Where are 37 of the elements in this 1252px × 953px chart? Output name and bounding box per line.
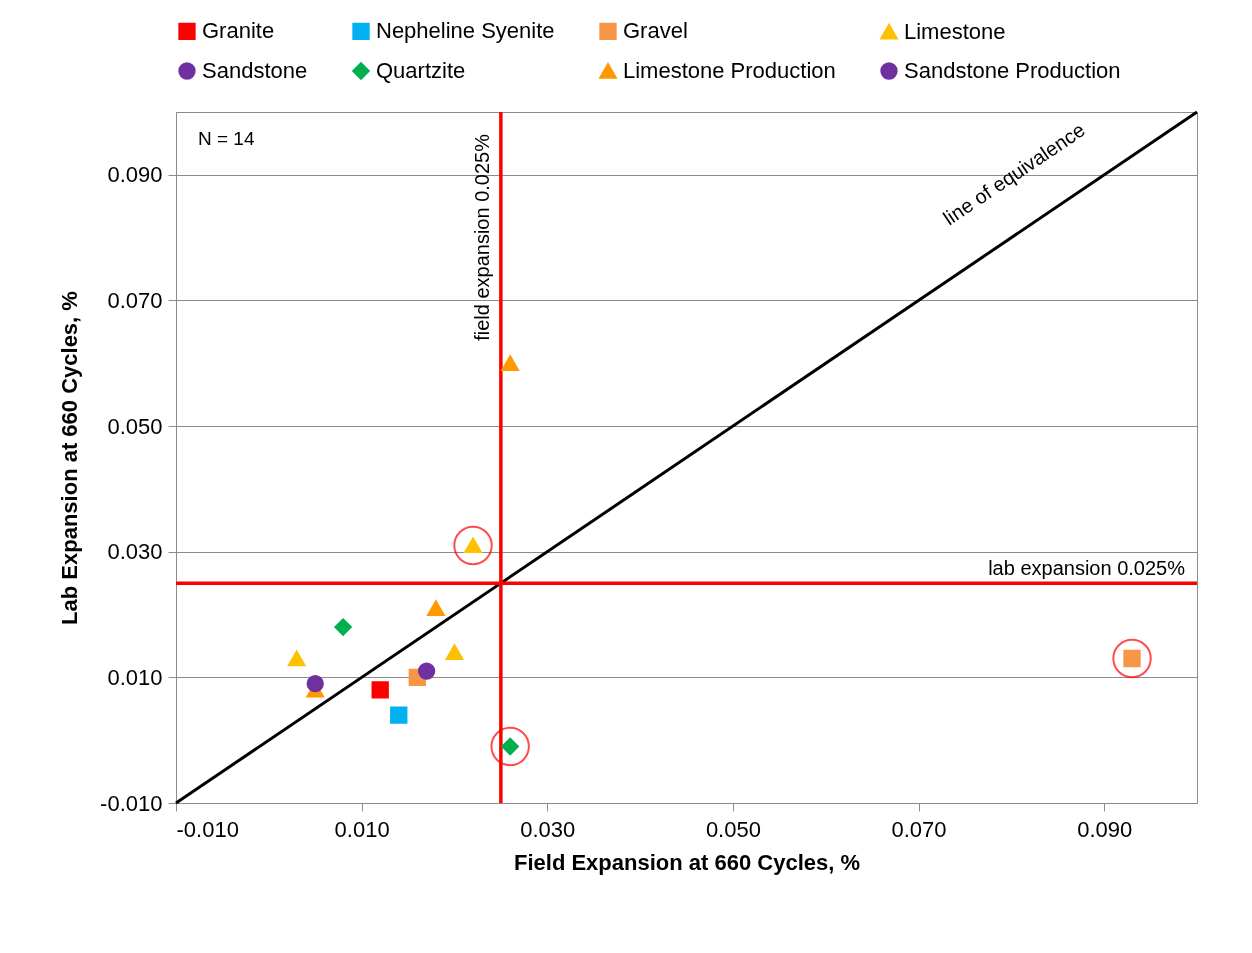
x-tick-label: 0.010: [334, 816, 390, 842]
legend-label: Limestone: [904, 18, 1006, 44]
legend-label: Sandstone Production: [904, 58, 1121, 83]
point: [288, 650, 306, 667]
legend-label: Quartzite: [376, 58, 466, 83]
legend-label: Limestone Production: [623, 58, 836, 83]
y-tick-label: 0.030: [107, 539, 163, 565]
point: [445, 644, 464, 660]
x-axis-title: Field Expansion at 660 Cycles, %: [513, 849, 861, 875]
y-tick-label: 0.090: [107, 162, 163, 188]
point: [306, 674, 324, 693]
point: [371, 681, 389, 699]
legend-label: Gravel: [623, 18, 688, 44]
x-tick-label: 0.050: [705, 816, 761, 842]
y-tick-label: 0.010: [107, 664, 163, 690]
legend-label: Sandstone: [202, 58, 308, 83]
y-tick-label: 0.070: [107, 287, 163, 313]
x-tick-label: 0.090: [1077, 816, 1133, 842]
ref-line-label: lab expansion 0.025%: [988, 557, 1186, 580]
x-tick-label: 0.070: [891, 816, 947, 842]
y-axis-title: Lab Expansion at 660 Cycles, %: [57, 291, 83, 625]
y-tick-label: -0.010: [100, 790, 163, 816]
x-tick-label: 0.030: [520, 816, 576, 842]
ref-line-label: field expansion 0.025%: [470, 133, 493, 341]
point: [427, 600, 445, 616]
point: [334, 618, 352, 636]
annotation: N = 14: [198, 128, 255, 149]
point: [453, 525, 493, 566]
point: [490, 726, 530, 767]
point: [390, 706, 408, 724]
legend-label: Granite: [202, 18, 275, 44]
y-tick-label: 0.050: [107, 413, 163, 439]
legend-label: Nepheline Syenite: [376, 18, 555, 44]
x-tick-label: -0.010: [176, 816, 239, 842]
point: [417, 662, 436, 680]
point: [501, 355, 519, 371]
point: [1112, 638, 1152, 679]
